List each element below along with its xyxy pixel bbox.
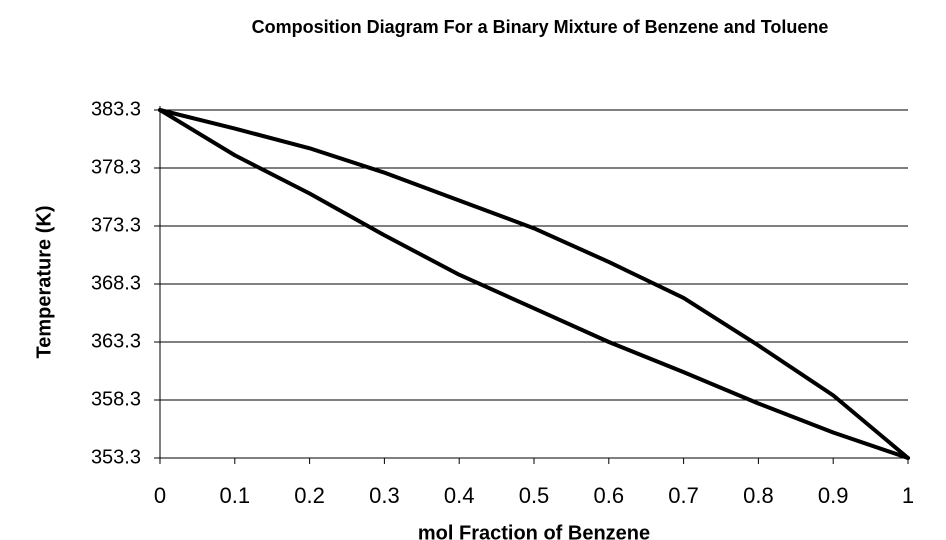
y-tick-label: 353.3 xyxy=(91,446,141,468)
x-tick-label: 0 xyxy=(154,483,166,508)
y-tick-label: 383.3 xyxy=(91,98,141,120)
y-tick-label: 368.3 xyxy=(91,272,141,294)
x-tick-label: 0.1 xyxy=(220,483,251,508)
x-tick-label: 0.9 xyxy=(818,483,849,508)
y-tick-label: 358.3 xyxy=(91,388,141,410)
y-tick-label: 373.3 xyxy=(91,214,141,236)
x-axis-label: mol Fraction of Benzene xyxy=(418,522,650,540)
x-tick-label: 0.7 xyxy=(668,483,699,508)
x-tick-label: 0.2 xyxy=(294,483,325,508)
x-tick-label: 1 xyxy=(902,483,914,508)
x-tick-label: 0.3 xyxy=(369,483,400,508)
series-line xyxy=(158,108,910,460)
x-tick-label: 0.8 xyxy=(743,483,774,508)
x-tick-label: 0.5 xyxy=(519,483,550,508)
x-tick-label: 0.6 xyxy=(594,483,625,508)
y-tick-label: 363.3 xyxy=(91,330,141,352)
series-line xyxy=(158,108,910,460)
y-tick-label: 378.3 xyxy=(91,156,141,178)
chart-title: Composition Diagram For a Binary Mixture… xyxy=(252,17,829,37)
y-axis-label: Temperature (K) xyxy=(33,206,55,359)
x-tick-label: 0.4 xyxy=(444,483,475,508)
